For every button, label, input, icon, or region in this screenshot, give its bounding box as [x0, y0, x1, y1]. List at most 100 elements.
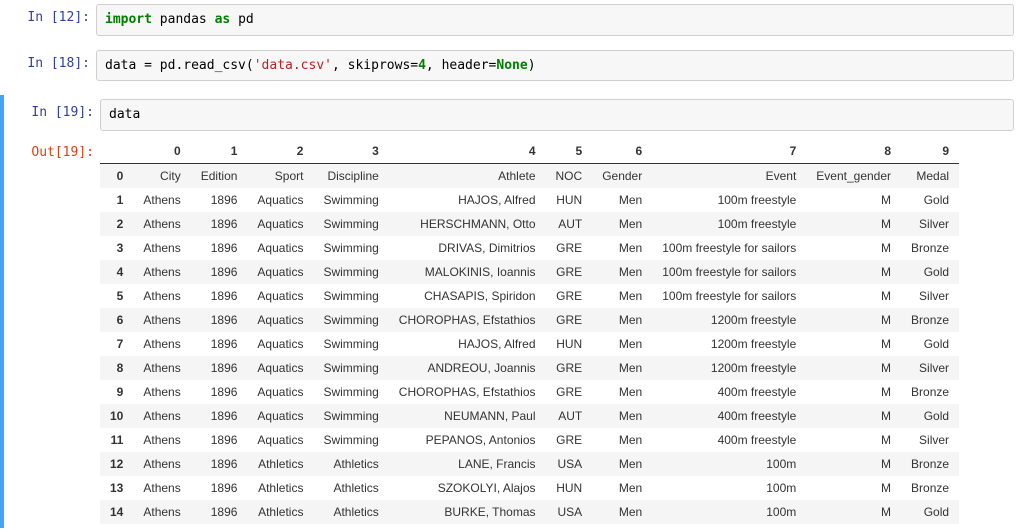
row-index: 13 — [100, 476, 133, 500]
cell: GRE — [546, 428, 593, 452]
column-header-row: 0123456789 — [100, 139, 959, 164]
code-input[interactable]: data = pd.read_csv('data.csv', skiprows=… — [96, 50, 1014, 82]
cell: Athens — [133, 332, 190, 356]
cell: Bronze — [901, 380, 959, 404]
cell: Aquatics — [247, 236, 313, 260]
cell: Men — [592, 236, 652, 260]
corner-cell — [100, 139, 133, 164]
cell: Aquatics — [247, 356, 313, 380]
cell: Aquatics — [247, 188, 313, 212]
cell: HUN — [546, 332, 593, 356]
cell: M — [806, 188, 901, 212]
cell: 1896 — [191, 332, 248, 356]
cell: 400m freestyle — [652, 380, 806, 404]
cell: Athens — [133, 212, 190, 236]
table-row: 0CityEditionSportDisciplineAthleteNOCGen… — [100, 163, 959, 188]
cell: 1896 — [191, 260, 248, 284]
cell: 1896 — [191, 236, 248, 260]
cell: CHOROPHAS, Efstathios — [389, 380, 546, 404]
cell: Men — [592, 476, 652, 500]
cell: Athletics — [313, 476, 388, 500]
cell: M — [806, 284, 901, 308]
cell: GRE — [546, 380, 593, 404]
cell: Aquatics — [247, 212, 313, 236]
cell: CHOROPHAS, Efstathios — [389, 308, 546, 332]
cell: SZOKOLYI, Alajos — [389, 476, 546, 500]
code-cell-12: In [12]: import pandas as pd — [0, 0, 1024, 40]
code-token: data — [109, 107, 140, 122]
input-prompt: In [12]: — [0, 4, 96, 25]
row-index: 9 — [100, 380, 133, 404]
cell: Swimming — [313, 332, 388, 356]
row-index: 6 — [100, 308, 133, 332]
cell: Swimming — [313, 428, 388, 452]
input-prompt: In [19]: — [4, 99, 100, 120]
cell: Aquatics — [247, 284, 313, 308]
cell: Swimming — [313, 212, 388, 236]
cell: Athens — [133, 380, 190, 404]
cell: 1200m freestyle — [652, 308, 806, 332]
code-token: 'data.csv' — [254, 58, 332, 73]
output-cell-19: Out[19]: 0123456789 0CityEditionSportDis… — [4, 135, 1024, 528]
cell: Silver — [901, 356, 959, 380]
cell: Athens — [133, 356, 190, 380]
column-header: 6 — [592, 139, 652, 164]
cell: 1200m freestyle — [652, 332, 806, 356]
cell: 100m — [652, 452, 806, 476]
cell: Men — [592, 452, 652, 476]
cell: NOC — [546, 163, 593, 188]
cell: 1896 — [191, 500, 248, 524]
cell: HUN — [546, 188, 593, 212]
row-index: 12 — [100, 452, 133, 476]
dataframe-output: 0123456789 0CityEditionSportDisciplineAt… — [100, 139, 1014, 524]
cell: M — [806, 356, 901, 380]
cell: 1896 — [191, 308, 248, 332]
cell: PEPANOS, Antonios — [389, 428, 546, 452]
cell: GRE — [546, 308, 593, 332]
cell: 1200m freestyle — [652, 356, 806, 380]
cell: USA — [546, 500, 593, 524]
cell: Aquatics — [247, 380, 313, 404]
cell: Event — [652, 163, 806, 188]
cell: Athletics — [313, 452, 388, 476]
cell: Men — [592, 260, 652, 284]
cell: MALOKINIS, Ioannis — [389, 260, 546, 284]
row-index: 1 — [100, 188, 133, 212]
cell: BURKE, Thomas — [389, 500, 546, 524]
cell: Athens — [133, 308, 190, 332]
cell: Athens — [133, 500, 190, 524]
cell: M — [806, 476, 901, 500]
cell: Men — [592, 188, 652, 212]
cell: Men — [592, 356, 652, 380]
cell: Athens — [133, 188, 190, 212]
code-input[interactable]: import pandas as pd — [96, 4, 1014, 36]
column-header: 4 — [389, 139, 546, 164]
cell: Athens — [133, 236, 190, 260]
cell: Aquatics — [247, 260, 313, 284]
code-cell-18: In [18]: data = pd.read_csv('data.csv', … — [0, 46, 1024, 86]
code-token: , skiprows= — [332, 58, 418, 73]
cell: 100m freestyle for sailors — [652, 236, 806, 260]
column-header: 2 — [247, 139, 313, 164]
code-input[interactable]: data — [100, 99, 1014, 131]
column-header: 9 — [901, 139, 959, 164]
code-token: pandas — [152, 12, 215, 27]
cell: M — [806, 308, 901, 332]
cell: 1896 — [191, 476, 248, 500]
cell: Men — [592, 332, 652, 356]
table-row: 10Athens1896AquaticsSwimmingNEUMANN, Pau… — [100, 404, 959, 428]
cell: AUT — [546, 404, 593, 428]
cell: 100m freestyle — [652, 212, 806, 236]
cell: HUN — [546, 476, 593, 500]
cell: Edition — [191, 163, 248, 188]
cell: NEUMANN, Paul — [389, 404, 546, 428]
cell: Swimming — [313, 188, 388, 212]
cell: Men — [592, 212, 652, 236]
cell: Men — [592, 380, 652, 404]
cell: 100m — [652, 476, 806, 500]
cell: M — [806, 380, 901, 404]
code-token: import — [105, 12, 152, 27]
cell: M — [806, 332, 901, 356]
cell: Bronze — [901, 476, 959, 500]
cell: Swimming — [313, 236, 388, 260]
